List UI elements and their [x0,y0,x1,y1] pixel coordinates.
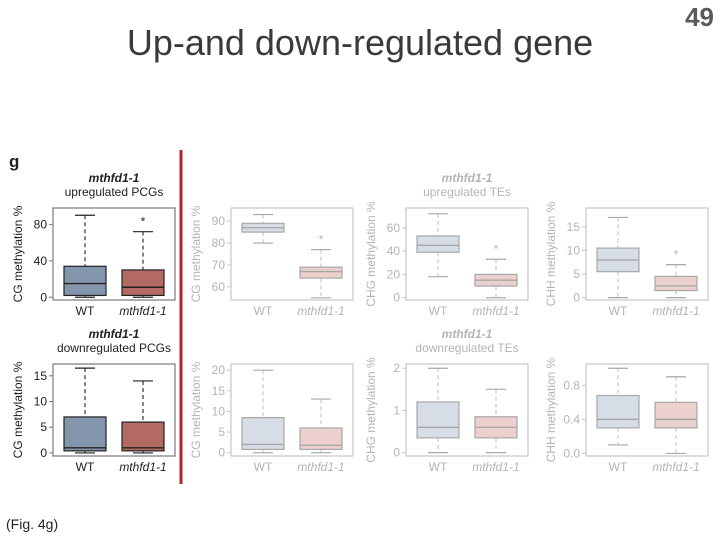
panel-1-ytick-label-2: 80 [212,236,226,250]
panel-5-frame [230,363,354,457]
panel-1-xtick-label-0: WT [254,304,273,318]
panel-0-xtick-label-1: mthfd1-1 [119,304,166,318]
panel-0-title-line2: upregulated PCGs [65,185,164,199]
panel-6-box-0-iqr [416,401,460,439]
panel-3-ytick-label-2: 10 [567,243,581,257]
panel-2-box-0-iqr [416,235,460,253]
panel-3-xtick-label-1: mthfd1-1 [652,304,699,318]
panel-label: g [9,152,19,171]
panel-2-ytick-label-1: 20 [387,267,401,281]
panel-7-ytick-label-2: 0.8 [563,378,580,392]
panel-6-title-line1: mthfd1-1 [442,327,493,341]
panel-4-ytick-label-3: 15 [34,369,48,383]
panel-2-xtick-label-1: mthfd1-1 [472,304,519,318]
panel-0-xtick-label-0: WT [76,304,95,318]
panel-0-ytick-label-2: 80 [34,217,48,231]
panel-5-xtick-label-0: WT [254,460,273,474]
panel-7-ylabel: CHH methylation % [544,357,558,462]
panel-3-frame [585,207,709,301]
panel-6-ytick-label-0: 0 [393,446,400,460]
panel-4-box-1-iqr [121,421,165,452]
panel-0-title-line1: mthfd1-1 [89,171,140,185]
panel-4-ytick-label-0: 0 [40,446,47,460]
panel-6-xtick-label-1: mthfd1-1 [472,460,519,474]
panel-0-ytick-label-1: 40 [34,254,48,268]
panel-3-significance: * [674,248,679,262]
panel-0-box-1-iqr [121,269,165,297]
panel-0-frame [52,207,176,301]
panel-7-frame [585,363,709,457]
panel-4-box-0-iqr [63,416,107,452]
panel-2-significance: * [494,242,499,256]
panel-6-ytick-label-2: 2 [393,361,400,375]
panel-3-box-1-iqr [654,275,698,292]
panel-3-ytick-label-0: 0 [573,291,580,305]
panel-5-box-1-iqr [299,427,343,450]
panel-7-box-0-iqr [596,394,640,429]
panel-5-ytick-label-3: 15 [212,384,226,398]
panel-1-box-1-iqr [299,266,343,279]
panel-4-xtick-label-0: WT [76,460,95,474]
panel-2-frame [405,207,529,301]
panel-3-xtick-label-0: WT [609,304,628,318]
panel-7-xtick-label-0: WT [609,460,628,474]
panel-4-ytick-label-2: 10 [34,395,48,409]
slide-title-text: Up-and down-regulated gene [126,22,594,63]
panel-2-ytick-label-2: 40 [387,244,401,258]
panel-3-ylabel: CHH methylation % [544,201,558,306]
page-number: 49 [685,2,714,32]
panel-3-ytick-label-3: 15 [567,220,581,234]
panel-2-title-line2: upregulated TEs [423,185,511,199]
panel-7-ytick-label-0: 0.0 [563,446,580,460]
panel-1-ytick-label-3: 90 [212,214,226,228]
panel-1-frame [230,207,354,301]
panel-2-title-line1: mthfd1-1 [442,171,493,185]
panel-5-xtick-label-1: mthfd1-1 [297,460,344,474]
panel-7-xtick-label-1: mthfd1-1 [652,460,699,474]
panel-3-ytick-label-1: 5 [573,267,580,281]
panel-0-ytick-label-0: 0 [40,290,47,304]
panel-4-ytick-label-1: 5 [40,420,47,434]
panel-5-ytick-label-0: 0 [218,446,225,460]
panel-1-ytick-label-0: 60 [212,280,226,294]
figure-caption: (Fig. 4g) [6,516,59,532]
panel-5-ylabel: CG methylation % [189,361,203,458]
panel-4-ylabel: CG methylation % [11,361,25,458]
panel-4-xtick-label-1: mthfd1-1 [119,460,166,474]
panel-1-ytick-label-1: 70 [212,258,226,272]
slide-title: Up-and down-regulated gene [0,22,720,64]
figure-background [6,150,716,486]
panel-7-ytick-label-1: 0.4 [563,412,580,426]
panel-5-ytick-label-2: 10 [212,404,226,418]
panel-7-box-1-iqr [654,401,698,429]
panel-1-xtick-label-1: mthfd1-1 [297,304,344,318]
panel-6-xtick-label-0: WT [429,460,448,474]
panel-6-ylabel: CHG methylation % [364,357,378,463]
panel-0-significance: * [141,215,146,229]
panel-4-title-line2: downregulated PCGs [57,341,171,355]
panel-0-box-0-iqr [63,265,107,297]
panel-2-xtick-label-0: WT [429,304,448,318]
panel-0-ylabel: CG methylation % [11,205,25,302]
panel-6-ytick-label-1: 1 [393,403,400,417]
panel-2-ytick-label-3: 60 [387,221,401,235]
panel-2-ytick-label-0: 0 [393,291,400,305]
panel-1-ylabel: CG methylation % [189,205,203,302]
panel-4-frame [52,363,176,457]
panel-6-title-line2: downregulated TEs [415,341,518,355]
panel-5-ytick-label-1: 5 [218,425,225,439]
panel-4-title-line1: mthfd1-1 [89,327,140,341]
panel-2-ylabel: CHG methylation % [364,201,378,307]
panel-5-ytick-label-4: 20 [212,363,226,377]
panel-1-significance: * [319,233,324,247]
